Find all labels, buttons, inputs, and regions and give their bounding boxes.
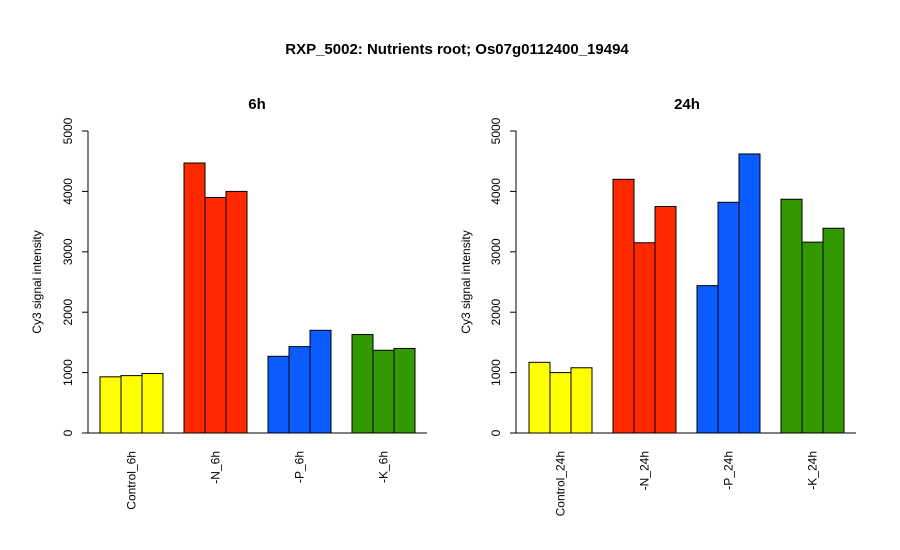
bar-6h-g0-r1: [120, 375, 143, 434]
bar-6h-g0-r2: [141, 373, 164, 434]
bar-6h-g1-r0: [183, 162, 206, 434]
bar-24h-g1-r1: [633, 242, 656, 434]
bar-6h-g2-r1: [288, 346, 311, 434]
bar-24h-g2-r0: [696, 285, 719, 434]
y-tick-label-24h-1: 1000: [489, 359, 503, 386]
x-category-label-24h-2: -P_24h: [722, 451, 736, 490]
y-tick-label-6h-5: 5000: [61, 117, 75, 144]
x-category-label-24h-0: Control_24h: [554, 451, 568, 516]
bar-6h-g1-r2: [225, 190, 248, 434]
y-tick-label-24h-3: 3000: [489, 238, 503, 265]
panel-24h: 24h Cy3 signal intensity 0 1000 2000 3000 40…: [459, 96, 856, 516]
bar-24h-g0-r1: [549, 372, 572, 434]
y-axis-label-6h: Cy3 signal intensity: [30, 230, 44, 333]
bar-6h-g3-r0: [351, 334, 374, 434]
y-tick-label-6h-4: 4000: [61, 178, 75, 205]
panel-6h: 6h Cy3 signal intensity 0 1000 2000 3000 400…: [30, 96, 427, 510]
bar-24h-g2-r1: [717, 201, 740, 434]
x-category-label-6h-0: Control_6h: [125, 451, 139, 510]
bar-24h-g0-r2: [570, 367, 593, 434]
bar-24h-g2-r2: [738, 153, 761, 434]
plot-area-24h: 0 1000 2000 3000 4000 5000 Control_24h -N_24h -P…: [489, 117, 856, 516]
panel-title-6h: 6h: [248, 96, 266, 113]
main-title: RXP_5002: Nutrients root; Os07g0112400_1…: [285, 41, 629, 58]
bar-24h-g3-r2: [822, 227, 845, 434]
y-tick-label-24h-2: 2000: [489, 299, 503, 326]
y-tick-label-6h-2: 2000: [61, 299, 75, 326]
bar-6h-g3-r1: [372, 349, 395, 434]
plot-area-6h: 0 1000 2000 3000 4000 5000 Control_6h -N_6h -P_6…: [61, 117, 427, 510]
y-tick-label-24h-5: 5000: [489, 117, 503, 144]
x-category-label-24h-1: -N_24h: [638, 451, 652, 490]
bar-24h-g1-r2: [654, 206, 677, 434]
y-tick-label-24h-4: 4000: [489, 178, 503, 205]
bar-6h-g3-r2: [393, 347, 416, 434]
bar-24h-g1-r0: [612, 178, 635, 434]
x-category-label-24h-3: -K_24h: [806, 451, 820, 490]
bar-6h-g2-r2: [309, 329, 332, 434]
bar-6h-g0-r0: [99, 376, 122, 434]
y-axis-label-24h: Cy3 signal intensity: [459, 230, 473, 333]
bar-6h-g1-r1: [204, 196, 227, 434]
y-tick-label-24h-0: 0: [489, 429, 503, 436]
bar-24h-g0-r0: [528, 361, 551, 434]
panel-title-24h: 24h: [674, 96, 700, 113]
bar-24h-g3-r0: [780, 198, 803, 434]
x-category-label-6h-2: -P_6h: [293, 451, 307, 483]
y-tick-label-6h-0: 0: [61, 429, 75, 436]
y-tick-label-6h-3: 3000: [61, 238, 75, 265]
bar-24h-g3-r1: [801, 241, 824, 434]
x-category-label-6h-1: -N_6h: [209, 451, 223, 484]
y-tick-label-6h-1: 1000: [61, 359, 75, 386]
x-category-label-6h-3: -K_6h: [377, 451, 391, 483]
bar-6h-g2-r0: [267, 355, 290, 434]
